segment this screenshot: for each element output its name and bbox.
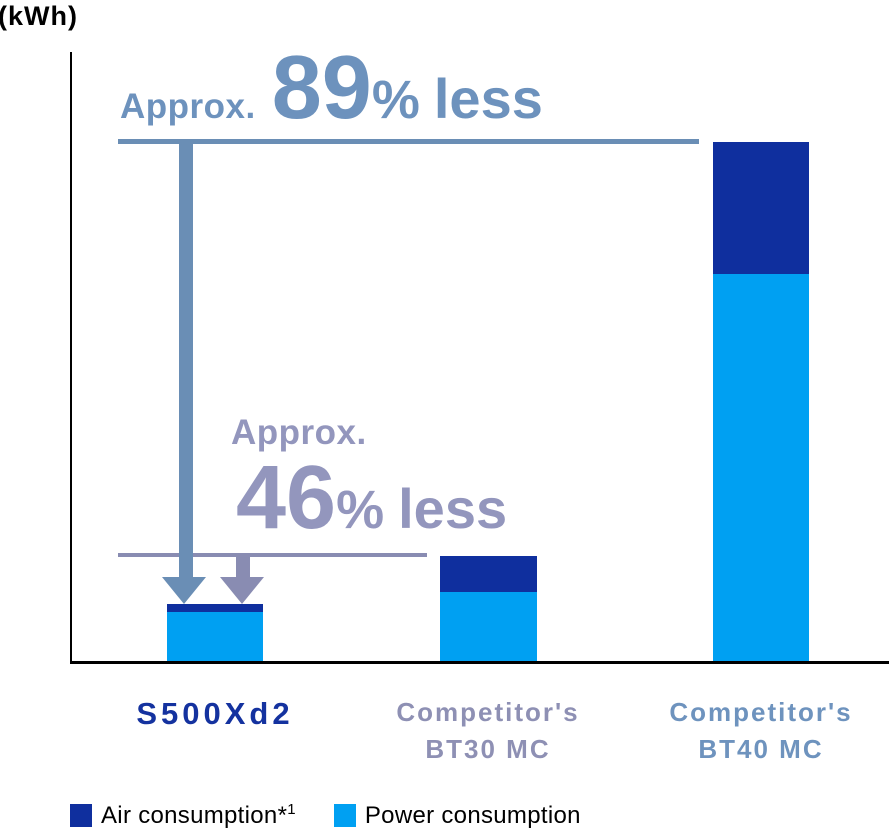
category-label-bt40-line1: Competitor's: [669, 697, 853, 727]
category-label-bt30-line2: BT30 MC: [425, 733, 551, 764]
bar-bt30: [440, 556, 537, 661]
bar-bt30-power-segment: [440, 592, 537, 661]
down-arrow-46-icon: [236, 553, 250, 577]
annotation-89-prefix: Approx.: [120, 87, 256, 126]
y-axis-unit-label: (kWh): [0, 1, 78, 31]
annotation-46-suffix: less: [398, 477, 508, 540]
bt30-level-reference-line: [118, 553, 427, 557]
x-axis-line: [70, 661, 889, 664]
air-consumption-swatch-icon: [70, 804, 92, 827]
annotation-89-value: 89: [271, 38, 372, 138]
annotation-46-prefix: Approx.: [231, 413, 367, 452]
category-label-bt40: Competitor's BT40 MC: [651, 694, 871, 768]
category-label-bt30-line1: Competitor's: [396, 697, 580, 727]
bar-s500xd2: [167, 604, 263, 661]
annotation-46-value: 46: [236, 448, 337, 548]
bar-s500xd2-air-segment: [167, 604, 263, 612]
legend-label-air-text: Air consumption: [101, 802, 278, 829]
bt40-level-reference-line: [118, 139, 699, 144]
legend-air-footnote-marker: *: [277, 802, 288, 829]
legend-label-air: Air consumption*1: [101, 801, 296, 830]
bar-bt40-power-segment: [713, 274, 809, 661]
down-arrow-89-head-icon: [162, 577, 206, 604]
bar-bt40-air-segment: [713, 142, 809, 274]
legend-label-power: Power consumption: [364, 801, 581, 829]
category-label-s500xd2: S500Xd2: [136, 696, 294, 731]
annotation-89-percent-less: Approx. 89 % less: [120, 43, 543, 133]
category-label-bt40-line2: BT40 MC: [698, 733, 824, 764]
bar-bt30-air-segment: [440, 556, 537, 592]
down-arrow-46-head-icon: [220, 577, 264, 604]
legend: Air consumption*1 Power consumption: [70, 801, 581, 830]
y-axis-line: [70, 52, 72, 662]
bar-bt40: [713, 142, 809, 661]
power-consumption-swatch-icon: [333, 804, 356, 827]
legend-air-footnote-number: 1: [287, 801, 296, 818]
annotation-46-percent-sign: %: [336, 480, 385, 540]
legend-item-air: Air consumption*1: [70, 801, 296, 830]
down-arrow-89-icon: [179, 139, 193, 577]
annotation-89-suffix: less: [433, 67, 543, 130]
bar-s500xd2-power-segment: [167, 612, 263, 661]
legend-item-power: Power consumption: [333, 801, 581, 830]
annotation-46-percent-less: 46 % less: [236, 453, 507, 543]
category-label-bt30: Competitor's BT30 MC: [378, 694, 598, 768]
annotation-89-percent-sign: %: [371, 70, 420, 130]
